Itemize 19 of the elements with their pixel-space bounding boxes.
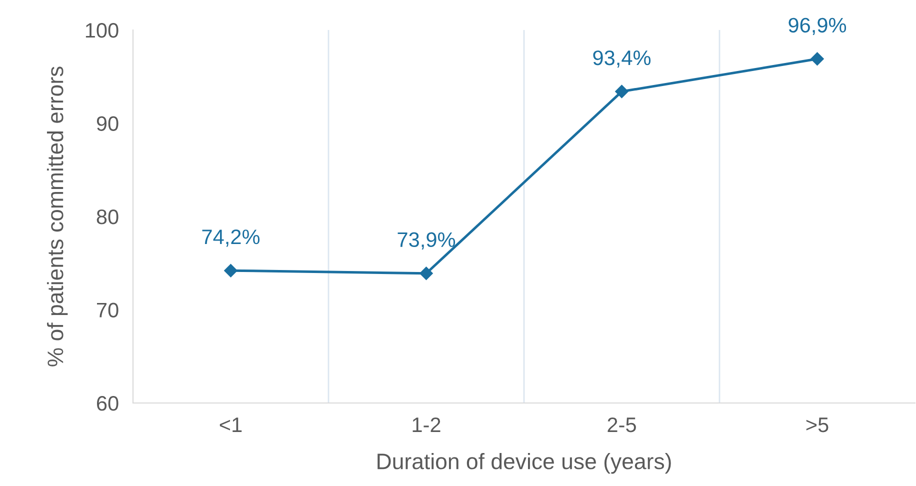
- y-tick-label: 80: [96, 210, 118, 224]
- point: [420, 266, 433, 280]
- y-tick-label: 70: [97, 302, 118, 318]
- data-label: 96,9%: [788, 18, 846, 36]
- y-tick-label: 100: [86, 23, 118, 38]
- y-tick-label: 90: [96, 116, 118, 132]
- data-label: 73,9%: [398, 232, 456, 250]
- point: [810, 52, 824, 66]
- data-label: 93,4%: [593, 50, 651, 68]
- y-tick-label: 60: [97, 396, 118, 411]
- data-label: 74,2%: [202, 229, 260, 247]
- x-tick-label: 2-5: [608, 417, 636, 432]
- x-tick-label: 1-2: [412, 417, 440, 432]
- point: [224, 264, 238, 278]
- x-tick-label: >5: [806, 418, 828, 432]
- x-tick-label: <1: [220, 418, 242, 432]
- y-axis-title: % of patients committed errors: [46, 66, 68, 366]
- point: [615, 84, 628, 98]
- x-axis-title: Duration of device use (years): [378, 452, 671, 474]
